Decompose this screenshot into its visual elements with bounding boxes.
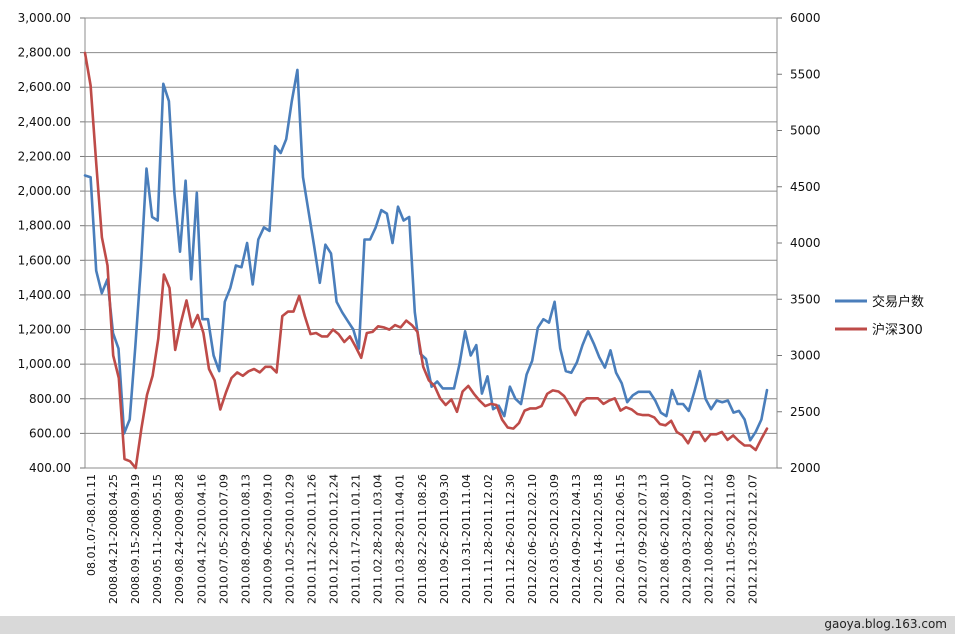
y-right-tick-label: 4500 [790, 180, 821, 194]
y-left-tick-label: 1,000.00 [18, 357, 71, 371]
y-left-tick-label: 2,200.00 [18, 149, 71, 163]
y-left-tick-label: 1,400.00 [18, 288, 71, 302]
x-tick-label: 2010.12.20-2010.12.24 [328, 474, 341, 604]
x-tick-label: 2009.08.24-2009.08.28 [173, 474, 186, 604]
x-tick-label: 2010.09.06-2010.09.10 [261, 474, 274, 604]
watermark-text: gaoya.blog.163.com [824, 617, 947, 631]
y-right-tick-label: 2000 [790, 461, 821, 475]
x-tick-label: 2012.02.06-2012.02.10 [526, 474, 539, 604]
x-tick-label: 2011.09.26-2011.09.30 [438, 474, 451, 604]
x-tick-label: 2009.05.11-2009.05.15 [151, 474, 164, 604]
x-tick-label: 2011.10.31-2011.11.04 [460, 474, 473, 604]
x-tick-label: 2010.07.05-2010.07.09 [217, 474, 230, 604]
series-line-1 [83, 68, 769, 442]
y-right-tick-label: 3500 [790, 292, 821, 306]
y-left-tick-label: 1,800.00 [18, 219, 71, 233]
x-tick-label: 2008.09.15-2008.09.19 [129, 474, 142, 604]
y-left-tick-label: 2,800.00 [18, 46, 71, 60]
x-tick-label: 2011.11.28-2011.12.02 [482, 474, 495, 604]
series-line-2 [83, 51, 769, 470]
legend-label-1: 交易户数 [872, 294, 924, 310]
x-tick-label: 2010.08.09-2010.08.13 [239, 474, 252, 604]
y-left-tick-label: 3,000.00 [18, 11, 71, 25]
x-tick-label: 2012.08.06-2012.08.10 [658, 474, 671, 604]
x-tick-label: 2011.12.26-2011.12.30 [504, 474, 517, 604]
y-left-tick-label: 1,200.00 [18, 323, 71, 337]
x-tick-label: 2011.02.28-2011.03.04 [372, 474, 385, 604]
x-tick-label: 2012.07.09-2012.07.13 [636, 474, 649, 604]
x-tick-label: 2012.09.03-2012.09.07 [680, 474, 693, 604]
y-left-tick-label: 600.00 [29, 426, 71, 440]
y-left-tick-label: 800.00 [29, 392, 71, 406]
y-left-tick-label: 2,400.00 [18, 115, 71, 129]
y-left-tick-label: 400.00 [29, 461, 71, 475]
y-right-tick-label: 2500 [790, 405, 821, 419]
x-tick-label: 2012.05.14-2012.05.18 [592, 474, 605, 604]
x-tick-label: 2012.04.09-2012.04.13 [570, 474, 583, 604]
y-right-tick-label: 4000 [790, 236, 821, 250]
x-tick-label: 2011.01.17-2011.01.21 [350, 474, 363, 604]
x-tick-label: 08.01.07-08.01.11 [85, 474, 98, 576]
y-right-tick-label: 5500 [790, 67, 821, 81]
x-tick-label: 2008.04.21-2008.04.25 [107, 474, 120, 604]
x-tick-label: 2012.12.03-2012.12.07 [747, 474, 760, 604]
y-left-tick-label: 2,000.00 [18, 184, 71, 198]
x-tick-label: 2012.10.08-2012.10.12 [702, 474, 715, 604]
legend-label-2: 沪深300 [872, 322, 923, 338]
x-tick-label: 2011.08.22-2011.08.26 [416, 474, 429, 604]
x-tick-label: 2011.03.28-2011.04.01 [394, 474, 407, 604]
y-right-tick-label: 5000 [790, 124, 821, 138]
y-right-tick-label: 3000 [790, 349, 821, 363]
x-tick-label: 2010.04.12-2010.04.16 [195, 474, 208, 604]
y-right-tick-label: 6000 [790, 11, 821, 25]
y-left-tick-label: 2,600.00 [18, 80, 71, 94]
y-left-tick-label: 1,600.00 [18, 253, 71, 267]
x-tick-label: 2010.11.22-2010.11.26 [306, 474, 319, 604]
x-tick-label: 2012.11.05-2012.11.09 [724, 474, 737, 604]
x-tick-label: 2012.06.11-2012.06.15 [614, 474, 627, 604]
x-tick-label: 2012.03.05-2012.03.09 [548, 474, 561, 604]
bottom-strip [0, 616, 955, 634]
x-tick-label: 2010.10.25-2010.10.29 [283, 474, 296, 604]
